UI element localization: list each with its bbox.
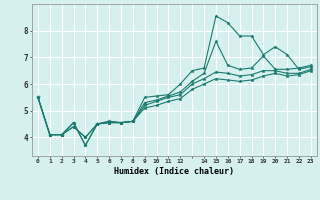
X-axis label: Humidex (Indice chaleur): Humidex (Indice chaleur) (115, 167, 234, 176)
